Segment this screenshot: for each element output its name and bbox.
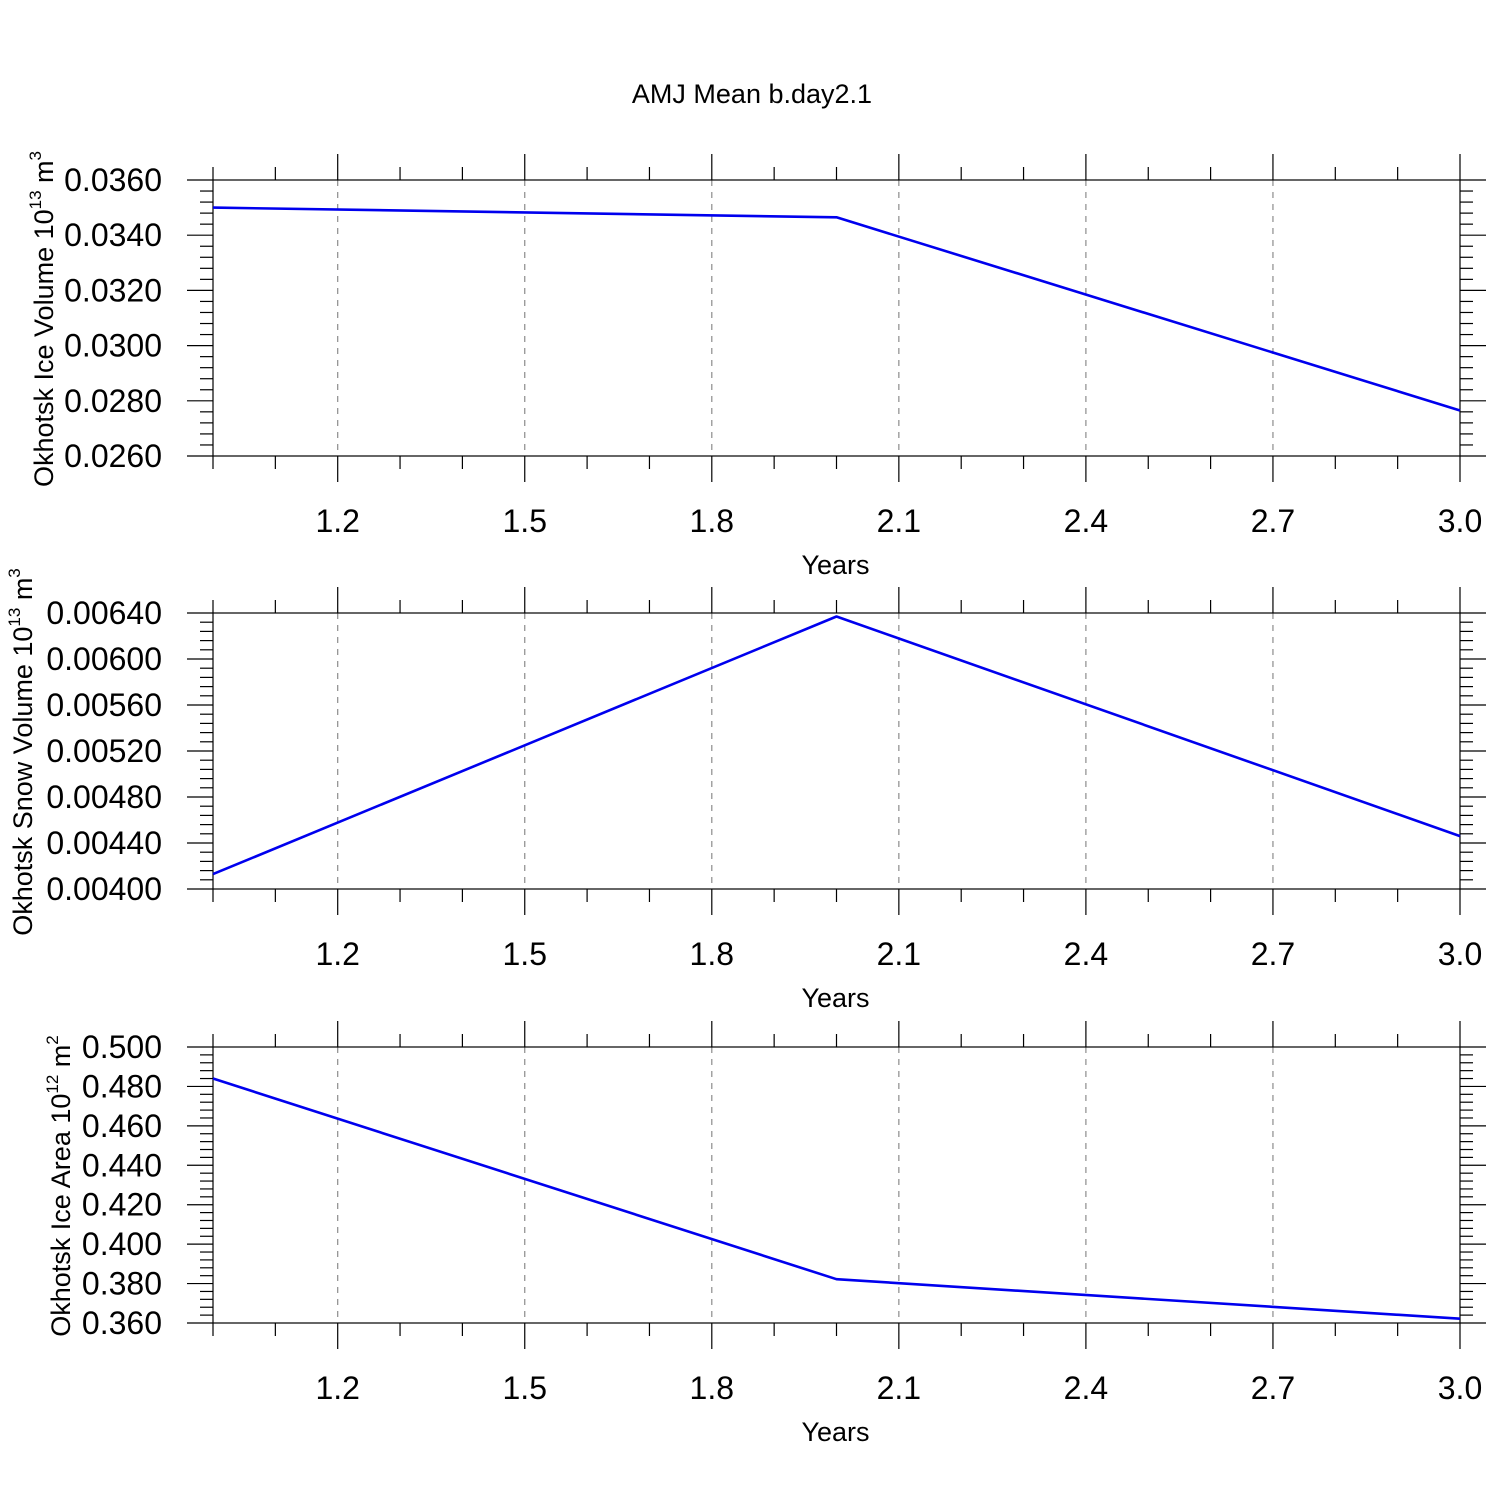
y-tick-label: 0.0260 [64,438,162,474]
y-axis-label: Okhotsk Snow Volume 1013 m3 [5,568,38,936]
y-tick-label: 0.420 [82,1187,162,1223]
panels: 1.2 1.5 1.8 2.1 2.4 2.7 3.0 0.0260 0.0280 0.0300 0… [5,151,1486,1447]
y-tick-label: 0.00560 [46,687,162,723]
x-tick-label: 2.1 [877,503,921,539]
y-tick-label: 0.00520 [46,733,162,769]
x-tick-label: 2.4 [1064,503,1108,539]
y-tick-label: 0.0360 [64,162,162,198]
x-tick-label: 1.8 [690,1370,734,1406]
x-tick-label: 2.1 [877,936,921,972]
x-tick-label: 2.4 [1064,936,1108,972]
y-tick-label: 0.00600 [46,641,162,677]
x-tick-label: 1.5 [503,1370,547,1406]
y-tick-label: 0.00400 [46,871,162,907]
y-tick-label: 0.480 [82,1068,162,1104]
y-tick-label: 0.0300 [64,328,162,364]
x-tick-label: 1.2 [315,936,359,972]
y-tick-label: 0.00480 [46,779,162,815]
series-line-1 [212,206,1461,412]
x-tick-label: 2.7 [1251,1370,1295,1406]
x-tick-label: 1.8 [690,936,734,972]
x-tick-label: 1.2 [315,1370,359,1406]
x-tick-label: 2.4 [1064,1370,1108,1406]
x-tick-label: 1.5 [503,936,547,972]
x-tick-label: 3.0 [1438,503,1482,539]
chart-panel-1: 1.2 1.5 1.8 2.1 2.4 2.7 3.0 0.0260 0.0280 0.0300 0… [26,151,1486,580]
y-tick-label: 0.00440 [46,825,162,861]
series-line-1 [212,615,1461,876]
x-tick-label: 2.7 [1251,936,1295,972]
x-tick-label: 3.0 [1438,1370,1482,1406]
y-tick-label: 0.360 [82,1305,162,1341]
plot-frame [212,1046,1461,1324]
plot-frame [212,612,1461,890]
x-axis-label: Years [801,983,869,1013]
x-tick-label: 1.2 [315,503,359,539]
x-axis-label: Years [801,550,869,580]
x-tick-label: 2.1 [877,1370,921,1406]
y-tick-label: 0.00640 [46,595,162,631]
series-line-1 [212,1077,1461,1320]
y-tick-label: 0.400 [82,1226,162,1262]
y-tick-label: 0.500 [82,1029,162,1065]
y-tick-label: 0.0340 [64,217,162,253]
y-tick-label: 0.380 [82,1266,162,1302]
x-tick-label: 3.0 [1438,936,1482,972]
y-tick-label: 0.460 [82,1108,162,1144]
x-tick-label: 2.7 [1251,503,1295,539]
x-tick-label: 1.8 [690,503,734,539]
y-axis-label: Okhotsk Ice Volume 1013 m3 [26,151,59,487]
figure-title: AMJ Mean b.day2.1 [632,79,872,109]
chart-panel-2: 1.2 1.5 1.8 2.1 2.4 2.7 3.0 0.00400 0.00440 0.004… [5,568,1486,1013]
y-tick-label: 0.440 [82,1147,162,1183]
y-tick-label: 0.0280 [64,383,162,419]
x-tick-label: 1.5 [503,503,547,539]
y-tick-label: 0.0320 [64,272,162,308]
x-axis-label: Years [801,1417,869,1447]
y-axis-label: Okhotsk Ice Area 1012 m2 [43,1035,76,1337]
plot-frame [212,179,1461,457]
